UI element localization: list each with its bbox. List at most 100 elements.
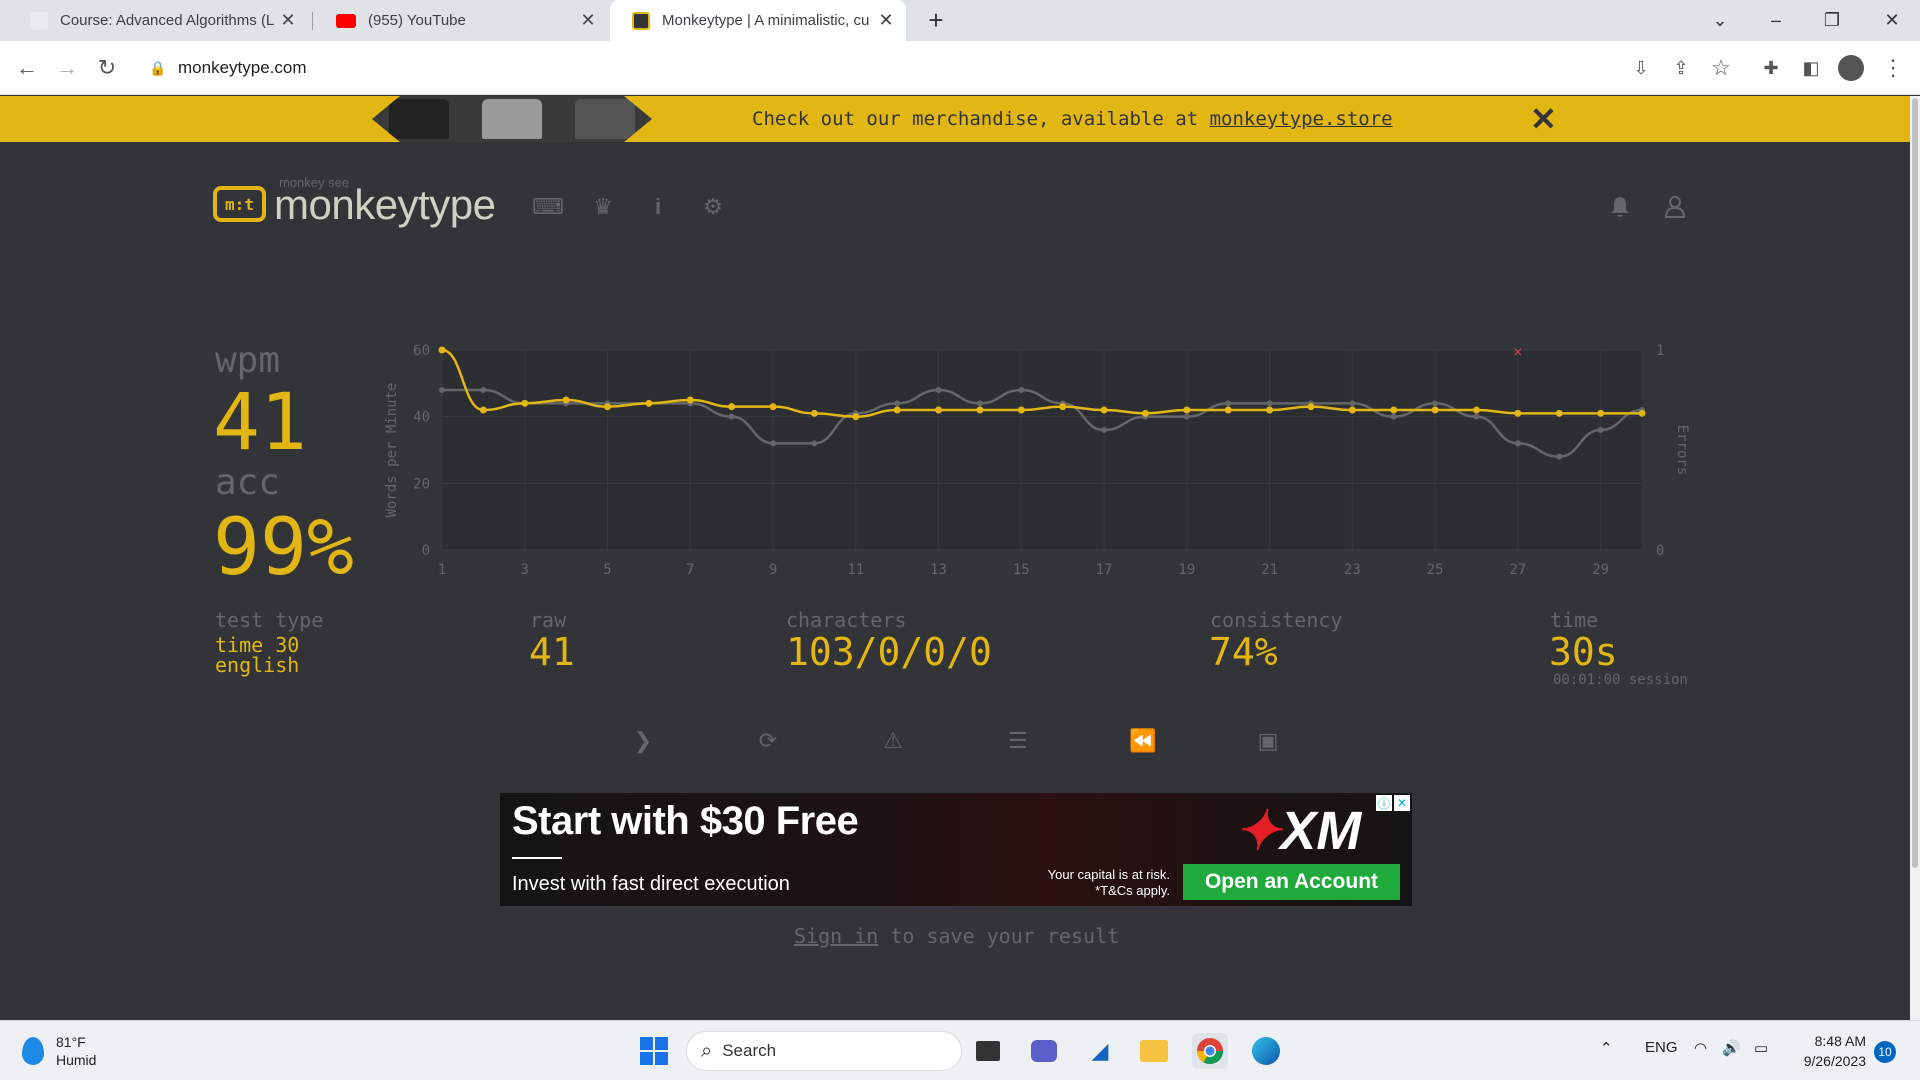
practice-mistakes-button[interactable]: ⚠: [873, 726, 913, 756]
test-type-label: test type: [215, 608, 324, 632]
new-tab-button[interactable]: +: [928, 5, 944, 35]
wpm-point: [604, 403, 612, 411]
tab-youtube[interactable]: (955) YouTube ✕: [314, 0, 608, 41]
install-app-icon[interactable]: ⇩: [1633, 57, 1649, 78]
info-icon[interactable]: i: [654, 194, 662, 219]
save-screenshot-button[interactable]: ▣: [1248, 726, 1288, 756]
chevron-up-icon[interactable]: ⌃: [1600, 1040, 1613, 1057]
xm-advertisement[interactable]: Start with $30 Free Invest with fast dir…: [500, 793, 1412, 906]
crown-icon[interactable]: ♛: [593, 194, 613, 219]
x-tick-label: 1: [438, 562, 446, 578]
show-words-history-button[interactable]: ☰: [998, 726, 1038, 756]
wpm-point: [1348, 406, 1356, 414]
y-tick-label: 40: [413, 410, 430, 426]
clock-time: 8:48 AM: [1814, 1033, 1866, 1049]
raw-point: [439, 387, 445, 393]
raw-point: [1514, 440, 1521, 447]
tab-close-icon[interactable]: ✕: [580, 10, 596, 30]
tab-title: Monkeytype | A minimalistic, cu: [662, 12, 870, 29]
tab-close-icon[interactable]: ✕: [878, 10, 894, 30]
page-scrollbar[interactable]: [1910, 96, 1920, 1020]
ad-choices[interactable]: ⓘ ✕: [1376, 795, 1410, 811]
wpm-point: [1307, 403, 1315, 411]
teams-chat-icon[interactable]: [1026, 1033, 1062, 1069]
browser-tab-bar: Course: Advanced Algorithms (L ✕ (955) Y…: [0, 0, 1920, 41]
ad-info-icon[interactable]: ⓘ: [1376, 795, 1392, 811]
forward-button[interactable]: →: [56, 55, 78, 80]
chrome-icon[interactable]: [1192, 1033, 1228, 1069]
maximize-button[interactable]: ❐: [1823, 10, 1841, 30]
wpm-point: [893, 406, 901, 414]
wpm-point: [1017, 406, 1025, 414]
taskbar-search-input[interactable]: ⌕ Search: [686, 1031, 962, 1071]
raw-point: [1556, 453, 1563, 460]
signin-prompt: Sign in to save your result: [794, 924, 1119, 948]
test-type-language: english: [215, 653, 300, 677]
signin-rest: to save your result: [878, 924, 1120, 948]
open-account-button[interactable]: Open an Account: [1183, 864, 1400, 900]
url-field[interactable]: 🔒 monkeytype.com: [138, 48, 1618, 88]
next-test-button[interactable]: ❯: [623, 726, 663, 756]
wifi-icon[interactable]: ◠: [1694, 1040, 1708, 1057]
bookmark-star-icon[interactable]: ☆: [1711, 55, 1731, 80]
y-tick-label: 60: [413, 343, 430, 359]
extensions-icon[interactable]: ✚: [1763, 57, 1779, 78]
wpm-point: [645, 399, 653, 407]
banner-text: Check out our merchandise, available at: [752, 108, 1210, 130]
tab-search-chevron-down-icon[interactable]: ⌄: [1712, 10, 1728, 30]
signin-link[interactable]: Sign in: [794, 924, 879, 948]
share-icon[interactable]: ⇪: [1673, 57, 1689, 78]
volume-icon[interactable]: 🔊: [1722, 1040, 1741, 1057]
profile-avatar[interactable]: [1834, 51, 1868, 85]
repeat-test-button[interactable]: ⟳: [748, 726, 788, 756]
tab-monkeytype[interactable]: Monkeytype | A minimalistic, cu ✕: [610, 0, 906, 41]
reload-button[interactable]: ↻: [97, 55, 117, 80]
close-window-button[interactable]: ✕: [1884, 10, 1900, 30]
url-text: monkeytype.com: [178, 58, 307, 77]
logo-icon[interactable]: m:t: [213, 186, 266, 222]
store-link[interactable]: monkeytype.store: [1209, 108, 1393, 130]
gear-icon[interactable]: ⚙: [703, 194, 723, 219]
windows-start-icon[interactable]: [636, 1033, 672, 1069]
x-tick-label: 29: [1592, 562, 1609, 578]
weather-widget[interactable]: 81°F Humid: [22, 1033, 96, 1069]
back-button[interactable]: ←: [16, 55, 38, 80]
wpm-point: [769, 403, 777, 411]
tab-close-icon[interactable]: ✕: [280, 10, 296, 30]
address-bar: ← → ↻ 🔒 monkeytype.com ⇩ ⇪ ☆ ✚ ◧ ⋮: [0, 41, 1920, 95]
shirt-image: [481, 99, 542, 139]
file-explorer-icon[interactable]: [1136, 1033, 1172, 1069]
notification-badge[interactable]: 10: [1874, 1041, 1896, 1063]
weather-desc: Humid: [56, 1052, 97, 1068]
wpm-point: [935, 406, 943, 414]
banner-close-icon[interactable]: ✕: [1530, 101, 1557, 137]
wpm-point: [1390, 406, 1398, 414]
edge-icon[interactable]: [1248, 1033, 1284, 1069]
characters-label: characters: [786, 608, 907, 632]
ad-risk-disclaimer: Your capital is at risk. *T&Cs apply.: [1030, 867, 1170, 899]
account-icon[interactable]: [1660, 192, 1690, 222]
logo-text[interactable]: monkeytype: [274, 181, 496, 228]
chrome-menu-icon[interactable]: ⋮: [1882, 55, 1904, 80]
raw-point: [1101, 427, 1108, 433]
tab-course[interactable]: Course: Advanced Algorithms (L ✕: [8, 0, 308, 41]
ad-risk-line: Your capital is at risk.: [1047, 867, 1170, 882]
task-view-icon[interactable]: [970, 1033, 1006, 1069]
taskbar-clock[interactable]: 8:48 AM 9/26/2023: [1790, 1031, 1866, 1071]
raw-value: 41: [529, 630, 575, 674]
wpm-point: [852, 413, 860, 421]
x-tick-label: 17: [1096, 562, 1113, 578]
raw-point: [1225, 400, 1232, 407]
acc-value: 99%: [213, 503, 354, 593]
app-icon[interactable]: ◢: [1091, 1038, 1109, 1063]
battery-icon[interactable]: ▭: [1754, 1040, 1769, 1057]
y-tick-label: 20: [413, 476, 430, 492]
language-indicator[interactable]: ENG: [1645, 1039, 1678, 1056]
bell-icon[interactable]: [1605, 192, 1635, 222]
side-panel-icon[interactable]: ◧: [1802, 57, 1820, 78]
watch-replay-button[interactable]: ⏪: [1123, 726, 1163, 756]
keyboard-icon[interactable]: ⌨: [532, 194, 564, 219]
ad-close-icon[interactable]: ✕: [1394, 795, 1410, 811]
scrollbar-thumb[interactable]: [1912, 98, 1918, 868]
minimize-button[interactable]: –: [1770, 10, 1781, 30]
